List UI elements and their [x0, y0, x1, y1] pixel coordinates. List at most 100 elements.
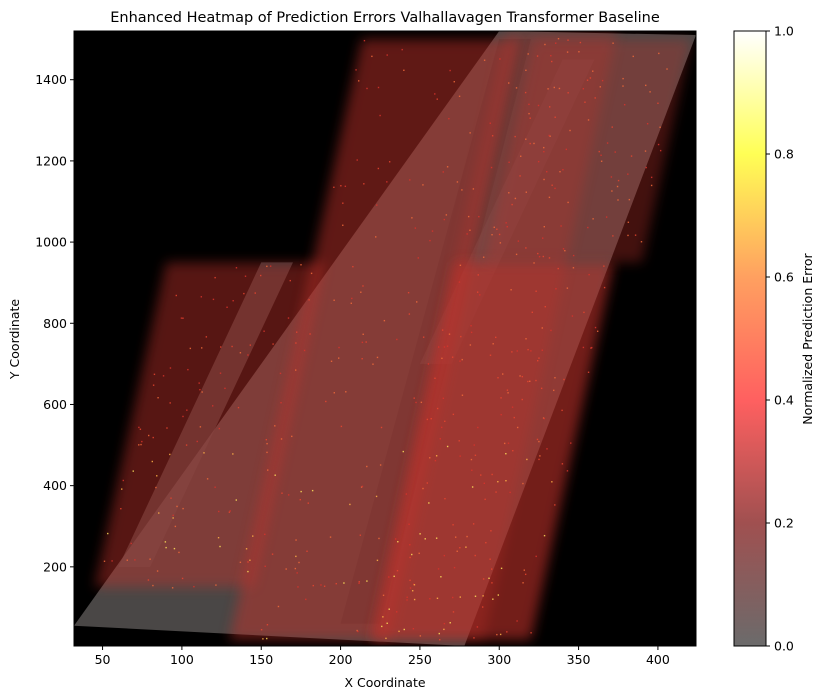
error-point	[294, 567, 297, 570]
error-point	[591, 346, 593, 349]
error-point	[260, 628, 263, 631]
error-point	[543, 534, 546, 537]
error-point	[279, 372, 282, 375]
error-point	[409, 579, 411, 582]
error-point	[409, 179, 411, 181]
error-point	[582, 88, 585, 90]
error-point	[519, 175, 521, 177]
x-axis-label: X Coordinate	[344, 675, 425, 690]
error-point	[156, 475, 158, 477]
error-point	[103, 560, 106, 562]
error-point	[280, 401, 282, 404]
error-point	[323, 585, 326, 587]
error-point	[594, 326, 597, 329]
error-point	[451, 356, 454, 358]
error-point	[490, 530, 492, 532]
error-point	[530, 632, 532, 634]
error-point	[408, 523, 410, 525]
error-point	[151, 460, 153, 463]
error-point	[542, 255, 545, 258]
error-point	[214, 276, 216, 279]
colorbar-ticks: 0.0 0.2 0.4 0.6 0.8 1.0	[766, 24, 794, 654]
error-point	[592, 70, 594, 72]
error-point	[280, 438, 283, 440]
error-point	[537, 104, 540, 107]
error-point	[650, 176, 653, 179]
error-point	[443, 218, 446, 221]
error-point	[446, 445, 449, 448]
error-point	[528, 112, 530, 115]
colorbar-tick-label: 0.0	[774, 639, 794, 654]
error-point	[590, 347, 592, 349]
error-point	[294, 369, 297, 371]
error-point	[520, 155, 522, 157]
error-point	[396, 338, 398, 341]
error-point	[562, 248, 565, 250]
error-point	[303, 349, 306, 352]
error-point	[557, 37, 560, 40]
error-point	[622, 85, 624, 87]
error-point	[469, 229, 471, 231]
error-point	[567, 39, 569, 41]
error-point	[644, 150, 647, 152]
error-point	[403, 628, 405, 631]
error-point	[666, 68, 668, 70]
error-point	[477, 426, 479, 429]
error-point	[377, 167, 380, 170]
error-point	[408, 313, 411, 315]
error-point	[247, 561, 249, 563]
x-tick-label: 150	[249, 652, 273, 667]
error-point	[469, 344, 472, 346]
error-point	[215, 584, 217, 586]
error-point	[193, 585, 195, 588]
error-point	[361, 358, 363, 360]
error-point	[297, 586, 299, 588]
error-point	[264, 565, 266, 568]
error-point	[525, 338, 527, 340]
error-point	[388, 608, 390, 610]
x-tick-label: 200	[329, 652, 353, 667]
error-point	[435, 537, 438, 539]
error-point	[566, 287, 569, 289]
error-point	[612, 42, 614, 44]
error-point	[521, 398, 523, 401]
error-point	[489, 558, 491, 560]
y-axis: 200 400 600 800 1000 1200 1400	[35, 72, 74, 574]
error-point	[503, 442, 506, 445]
error-point	[498, 233, 501, 236]
error-point	[335, 582, 337, 585]
error-point	[490, 568, 493, 570]
error-point	[166, 427, 168, 429]
error-point	[412, 583, 415, 585]
error-point	[169, 453, 171, 456]
y-tick-label: 1200	[35, 153, 67, 168]
error-point	[350, 302, 352, 304]
error-point	[434, 93, 436, 95]
error-point	[352, 265, 354, 268]
error-point	[312, 584, 314, 587]
error-point	[310, 272, 313, 275]
error-point	[617, 179, 620, 182]
error-point	[429, 239, 431, 242]
error-point	[469, 132, 471, 134]
error-point	[265, 438, 268, 441]
error-point	[448, 333, 451, 335]
error-point	[596, 330, 599, 332]
error-point	[388, 576, 390, 578]
error-point	[403, 69, 405, 72]
error-point	[414, 227, 417, 229]
error-point	[271, 553, 274, 555]
error-point	[459, 596, 461, 598]
error-point	[205, 336, 208, 338]
error-point	[483, 482, 486, 485]
error-point	[281, 492, 283, 494]
error-point	[500, 567, 503, 570]
error-point	[206, 478, 209, 480]
error-point	[232, 453, 234, 455]
error-point	[612, 235, 614, 237]
x-axis: 50 100 150 200 250 300 350 400	[95, 646, 670, 667]
error-point	[361, 485, 364, 488]
plot-frame	[73, 30, 697, 647]
error-point	[132, 470, 134, 472]
error-point	[598, 150, 600, 153]
